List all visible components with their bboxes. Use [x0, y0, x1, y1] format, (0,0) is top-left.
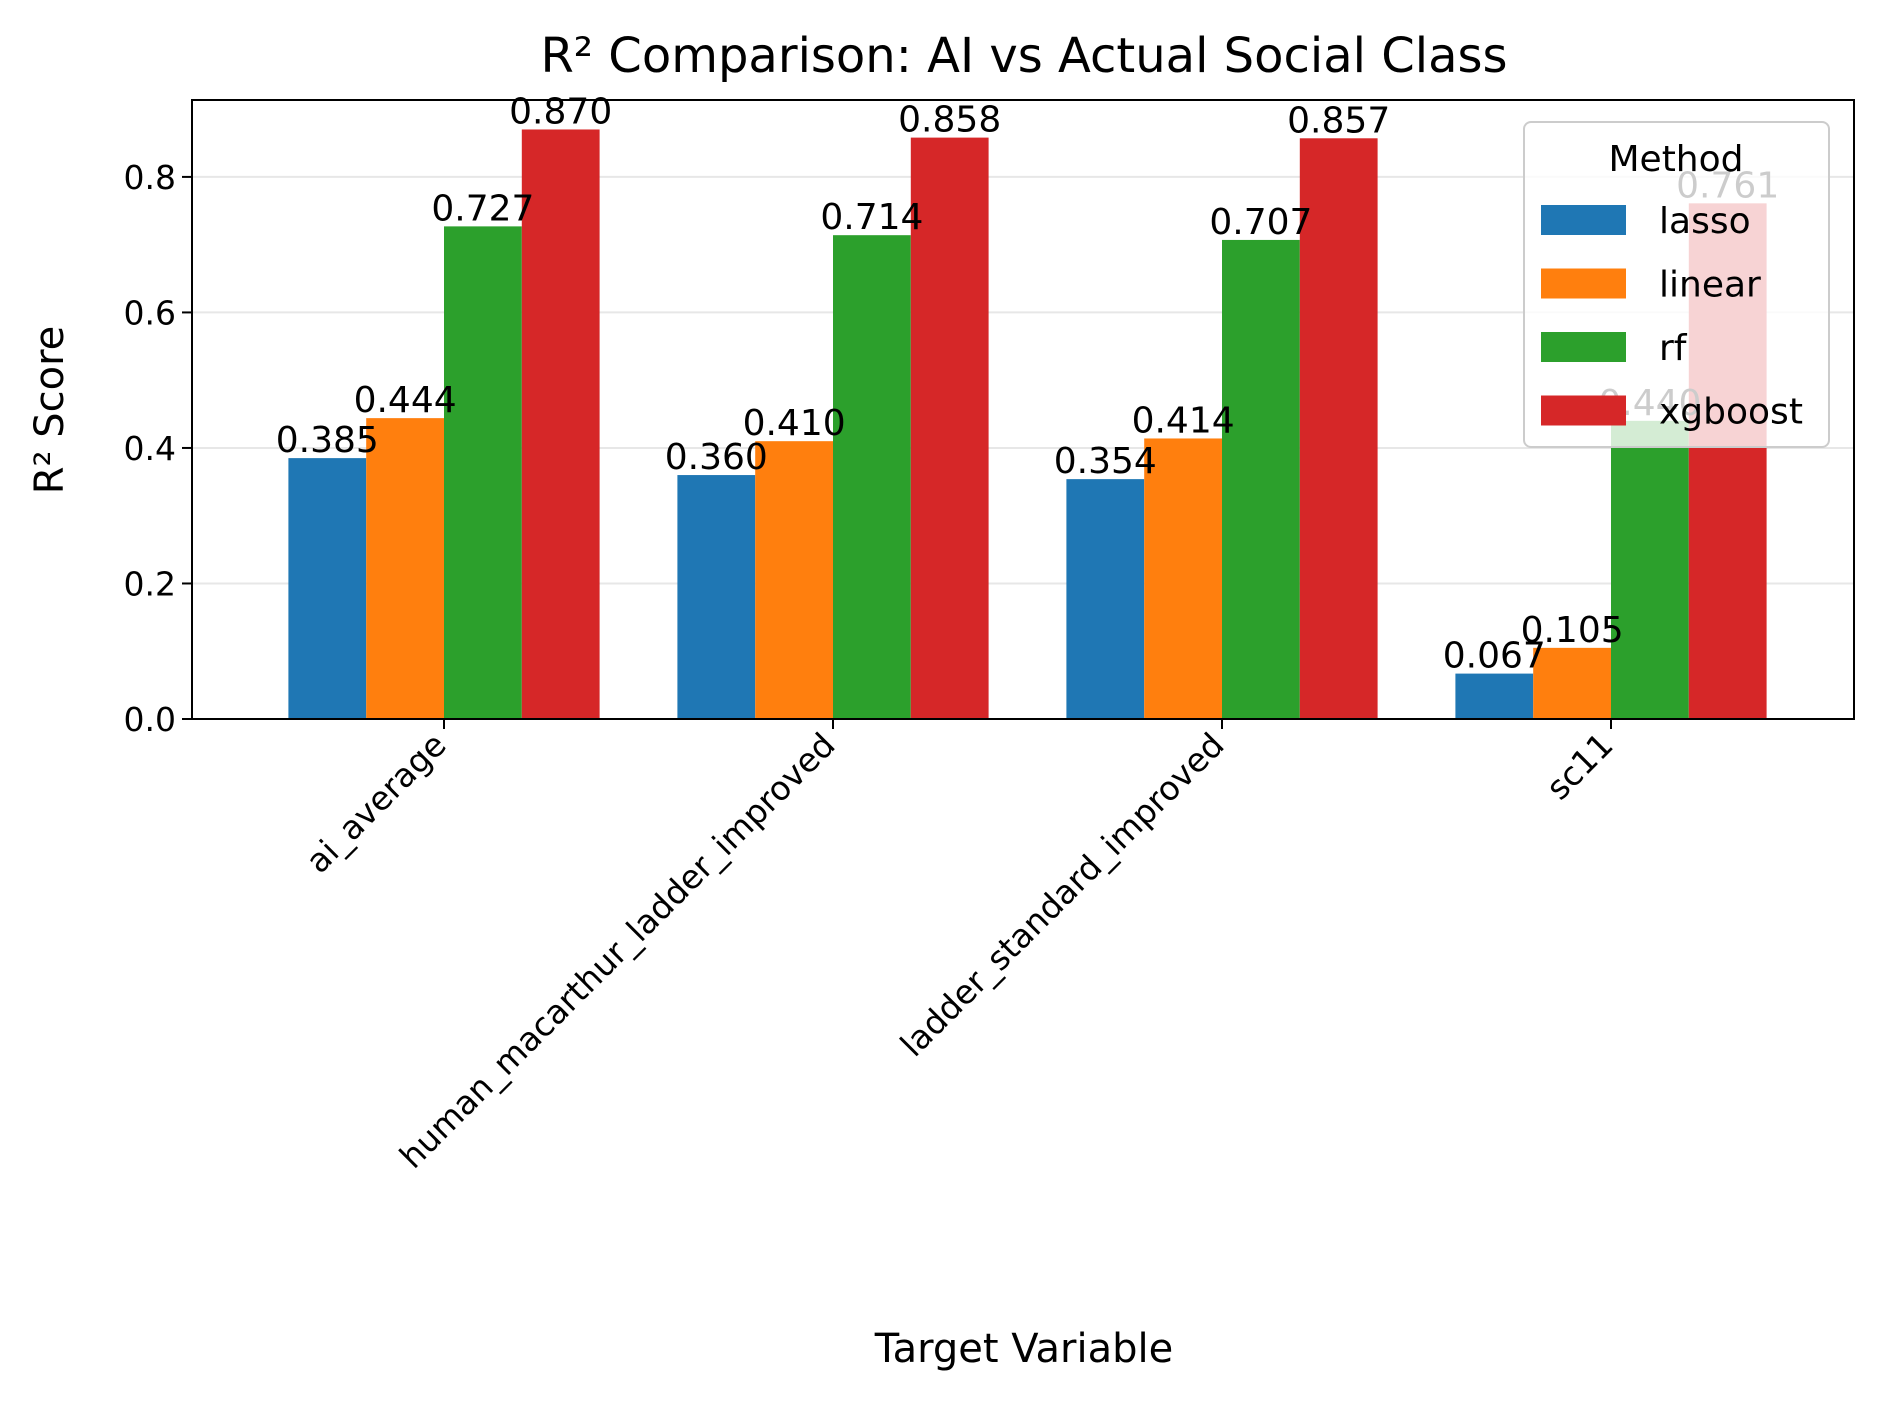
x-tick-label: human_macarthur_ladder_improved: [392, 725, 843, 1176]
bar-rf: [833, 235, 911, 720]
y-axis-label: R² Score: [27, 326, 73, 495]
legend-label-rf: rf: [1659, 328, 1688, 369]
legend: Method lasso linear rf xgboost: [1523, 121, 1830, 448]
bar-rf: [1611, 420, 1689, 719]
bar-rf: [444, 226, 522, 719]
bar-label-rf: 0.727: [431, 188, 534, 229]
x-axis: ai_averagehuman_macarthur_ladder_improve…: [298, 719, 1621, 1176]
legend-label-linear: linear: [1659, 265, 1761, 306]
bar-xgboost: [1299, 138, 1378, 720]
legend-swatch-rf: [1541, 332, 1626, 362]
y-tick-label: 0.8: [124, 158, 176, 197]
bar-label-lasso: 0.067: [1443, 636, 1546, 677]
bar-label-rf: 0.714: [820, 197, 923, 238]
y-tick-label: 0.4: [124, 429, 176, 468]
bar-linear: [1144, 438, 1222, 719]
y-tick-label: 0.6: [124, 293, 176, 332]
bar-lasso: [1455, 673, 1534, 719]
bar-label-xgboost: 0.858: [898, 100, 1001, 141]
x-axis-label: Target Variable: [874, 1326, 1173, 1372]
bar-lasso: [677, 475, 756, 719]
bar-label-linear: 0.105: [1521, 610, 1624, 651]
x-tick-label: ai_average: [298, 725, 454, 881]
bar-label-xgboost: 0.857: [1287, 100, 1390, 141]
x-tick-label: ladder_standard_improved: [893, 725, 1232, 1064]
bar-label-lasso: 0.360: [665, 437, 768, 478]
bar-label-linear: 0.410: [743, 403, 846, 444]
legend-swatch-xgboost: [1541, 395, 1626, 426]
legend-frame: [1523, 121, 1830, 448]
plot-frame: [191, 99, 1855, 720]
bar-lasso: [1066, 479, 1145, 719]
bar-linear: [366, 418, 444, 719]
bars: [288, 129, 1767, 720]
bar-rf: [1222, 239, 1300, 720]
legend-title: Method: [1608, 139, 1743, 180]
bar-xgboost: [910, 137, 989, 720]
bar-label-linear: 0.414: [1132, 400, 1235, 441]
y-axis: 0.0 0.2 0.4 0.6 0.8: [124, 158, 192, 739]
bar-linear: [755, 441, 833, 719]
legend-swatch-linear: [1541, 268, 1626, 299]
bar-label-rf: 0.707: [1209, 202, 1312, 243]
legend-swatch-lasso: [1541, 205, 1626, 235]
chart-title: R² Comparison: AI vs Actual Social Class: [540, 28, 1507, 84]
bar-xgboost: [521, 129, 600, 719]
bar-label-lasso: 0.385: [276, 420, 379, 461]
y-tick-label: 0.2: [124, 564, 176, 603]
x-tick-label: sc11: [1538, 725, 1620, 807]
y-tick-label: 0.0: [124, 700, 176, 739]
bar-lasso: [288, 458, 367, 719]
bar-label-xgboost: 0.870: [509, 91, 612, 132]
legend-label-lasso: lasso: [1659, 201, 1751, 242]
bar-label-linear: 0.444: [354, 380, 457, 421]
legend-label-xgboost: xgboost: [1659, 392, 1803, 433]
bar-linear: [1533, 647, 1611, 719]
bar-label-lasso: 0.354: [1054, 441, 1157, 482]
